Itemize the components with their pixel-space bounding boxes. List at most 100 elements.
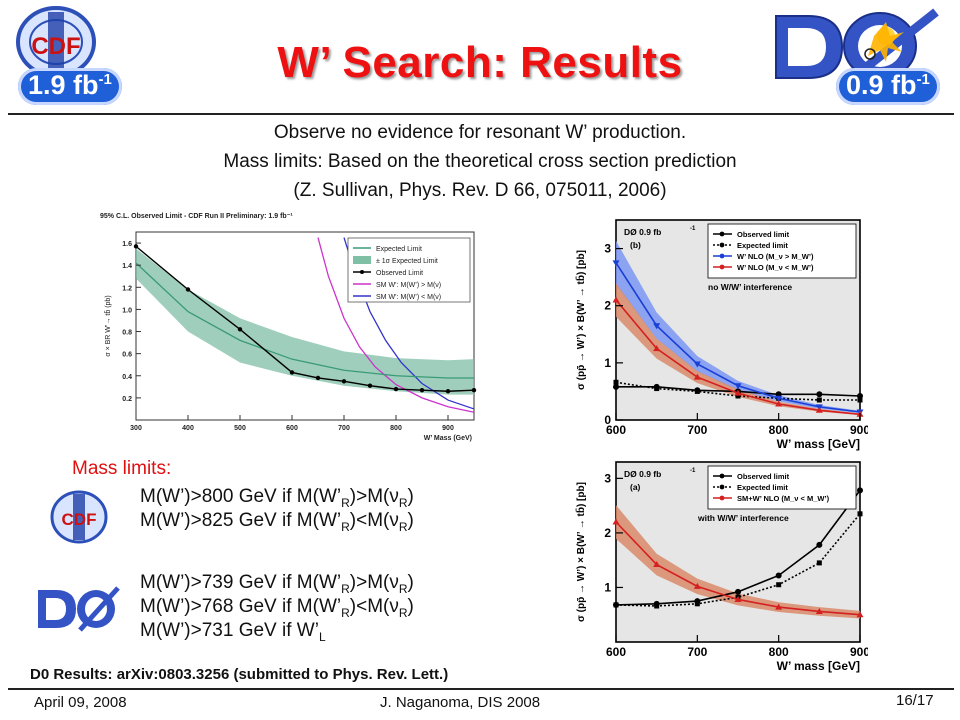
y-tick-label: 1 — [604, 356, 611, 370]
observed-point — [133, 244, 139, 249]
theory-point — [693, 361, 701, 368]
x-tick-label: 600 — [606, 423, 626, 437]
legend-marker — [719, 495, 725, 501]
cdf-logo: CDF — [16, 6, 96, 78]
d0-limit-chart-with-interference: 600 700 800 900 1 2 3 W’ mass [GeV] σ (pp̄ → W’)… — [575, 461, 868, 673]
theory-band-2 — [616, 240, 860, 414]
expected-point — [654, 386, 660, 392]
observed-point — [735, 588, 741, 595]
x-tick-label: 800 — [390, 425, 402, 432]
theory-band-3 — [616, 283, 860, 416]
y-axis-label: σ (pp̄ → W’) × B(W’ → tb̄) [pb] — [575, 250, 587, 390]
slide-title: W’ Search: Results — [277, 38, 683, 87]
y-tick-label: 1.0 — [122, 307, 132, 314]
series-line-3 — [317, 237, 475, 413]
observed-point — [393, 386, 399, 392]
cdf-limit-chart: 95% C.L. Observed Limit - CDF Run II Pre… — [100, 213, 477, 442]
d0-mass-limit-2: M(W’)>768 GeV if M(W’R)<M(νR) — [140, 596, 414, 620]
theory-point — [693, 582, 701, 589]
theory-point — [775, 603, 783, 610]
observed-point — [237, 327, 243, 332]
theory-point — [775, 395, 783, 402]
panel-label: (b) — [630, 240, 641, 250]
cdf-mass-limit-1: M(W’)>800 GeV if M(W’R)>M(νR) — [140, 486, 414, 510]
expected-point — [857, 397, 863, 403]
observed-point — [341, 379, 347, 384]
intro-line-2: Mass limits: Based on the theoretical cr… — [223, 151, 737, 172]
intro-line-1: Observe no evidence for resonant W’ prod… — [273, 122, 687, 143]
page-number: 16/17 — [896, 692, 934, 709]
legend-marker — [719, 231, 725, 237]
x-tick-label: 700 — [687, 423, 707, 437]
legend-label: SM+W’ NLO (M_ν < M_W’) — [737, 494, 830, 503]
y-tick-label: 0.2 — [122, 396, 132, 403]
y-tick-label: 3 — [604, 471, 611, 485]
cdf-luminosity-badge: 1.9 fb-1 — [18, 68, 122, 105]
cdf-mass-limit-2: M(W’)>825 GeV if M(W’R)<M(νR) — [140, 510, 414, 534]
expected-band — [136, 248, 474, 395]
legend-marker — [719, 253, 725, 259]
y-tick-label: 2 — [604, 299, 611, 313]
y-tick-label: 0.4 — [122, 374, 132, 381]
d0-mass-limit-3: M(W’)>731 GeV if W’L — [140, 620, 326, 644]
theory-point — [856, 611, 864, 618]
expected-point — [816, 397, 822, 403]
y-tick-label: 0.8 — [122, 330, 132, 337]
legend-label: Expected limit — [737, 241, 788, 250]
legend-label: Observed Limit — [376, 270, 423, 277]
expected-point — [857, 511, 863, 517]
x-axis-label: W’ mass [GeV] — [777, 437, 860, 451]
mass-limits-heading: Mass limits: — [72, 458, 172, 479]
legend-label: ± 1σ Expected Limit — [376, 258, 438, 265]
interference-note: no W/W’ interference — [708, 282, 792, 292]
expected-point — [613, 379, 619, 385]
cdf-small-logo: CDF — [50, 490, 108, 544]
intro-line-3: (Z. Sullivan, Phys. Rev. D 66, 075011, 2… — [293, 180, 667, 201]
y-tick-label: 1 — [604, 580, 611, 594]
legend-label: Expected Limit — [376, 246, 422, 253]
y-tick-label: 1.2 — [122, 285, 132, 292]
theory-point — [693, 373, 701, 380]
legend-box — [707, 223, 857, 279]
footer-divider — [8, 688, 954, 690]
theory-point — [734, 389, 742, 396]
theory-point — [815, 406, 823, 413]
x-axis-label: W’ Mass (GeV) — [424, 435, 472, 442]
theory-point — [612, 296, 620, 303]
observed-point — [775, 391, 782, 398]
d0-luminosity-badge: 0.9 fb-1 — [836, 68, 940, 105]
theory-point — [653, 561, 661, 568]
legend-label: SM W’: M(W’) < M(ν) — [376, 294, 441, 301]
observed-point — [775, 572, 782, 579]
expected-point — [694, 388, 700, 394]
legend-label: Expected limit — [737, 483, 788, 492]
experiment-label: DØ 0.9 fb — [624, 227, 661, 237]
observed-point — [857, 487, 863, 494]
x-tick-label: 600 — [606, 645, 626, 659]
legend-box — [707, 465, 857, 510]
x-tick-label: 700 — [338, 425, 350, 432]
y-tick-label: 0.6 — [122, 352, 132, 359]
panel-label: (a) — [630, 482, 641, 492]
y-axis-label: σ (pp̄ → W’) × B(W’ → tb̄) [pb] — [575, 482, 587, 622]
legend-swatch — [353, 256, 371, 264]
observed-point — [816, 541, 823, 548]
legend-label: W’ NLO (M_ν > M_W’) — [737, 252, 814, 261]
observed-point — [367, 383, 373, 388]
y-axis-label: σ × BR W’→ tb̄ (pb) — [104, 295, 112, 356]
expected-point — [613, 602, 619, 608]
x-tick-label: 700 — [687, 645, 707, 659]
y-tick-label: 1.4 — [122, 263, 132, 270]
x-tick-label: 800 — [769, 423, 789, 437]
y-tick-label: 0 — [604, 413, 611, 427]
expected-point — [776, 582, 782, 588]
observed-point — [289, 370, 295, 375]
legend-marker — [719, 473, 725, 479]
experiment-label-exponent: -1 — [690, 226, 696, 232]
x-tick-label: 800 — [769, 645, 789, 659]
x-tick-label: 900 — [850, 645, 868, 659]
legend-label: Observed limit — [737, 230, 790, 239]
legend-marker — [719, 264, 725, 270]
theory-point — [775, 400, 783, 407]
expected-point — [735, 393, 741, 399]
